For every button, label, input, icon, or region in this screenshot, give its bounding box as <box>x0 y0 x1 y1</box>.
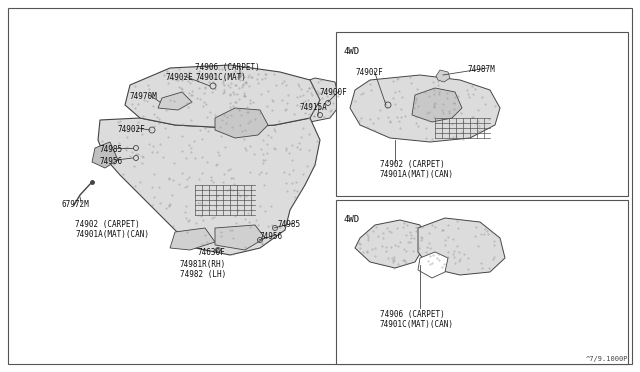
Text: 74915A: 74915A <box>300 103 328 112</box>
Text: 74901A(MAT)(CAN): 74901A(MAT)(CAN) <box>75 230 149 239</box>
Polygon shape <box>418 252 448 278</box>
Text: 74981R(RH): 74981R(RH) <box>180 260 227 269</box>
Polygon shape <box>350 75 500 142</box>
Polygon shape <box>215 108 268 138</box>
Text: 74901A(MAT)(CAN): 74901A(MAT)(CAN) <box>380 170 454 179</box>
Bar <box>336 200 628 364</box>
Polygon shape <box>98 118 320 255</box>
Text: 67972M: 67972M <box>62 200 90 209</box>
Polygon shape <box>436 70 450 82</box>
Text: 74956: 74956 <box>100 157 123 166</box>
Text: 74985: 74985 <box>278 220 301 229</box>
Text: 74906 (CARPET): 74906 (CARPET) <box>380 310 445 319</box>
Text: 74906 (CARPET): 74906 (CARPET) <box>195 63 260 72</box>
Text: 74985: 74985 <box>100 145 123 154</box>
Text: 74970M: 74970M <box>130 92 157 101</box>
Text: 74902E: 74902E <box>165 73 193 82</box>
Polygon shape <box>295 78 340 122</box>
Text: 74902F: 74902F <box>355 68 383 77</box>
Text: 74901C(MAT)(CAN): 74901C(MAT)(CAN) <box>380 320 454 329</box>
Polygon shape <box>355 220 425 268</box>
Polygon shape <box>92 142 118 168</box>
Text: 74901C(MAT): 74901C(MAT) <box>195 73 246 82</box>
Text: 74902F: 74902F <box>118 125 146 134</box>
Text: 74987M: 74987M <box>468 65 496 74</box>
Polygon shape <box>412 88 462 122</box>
Bar <box>336 32 628 196</box>
Text: 74630F: 74630F <box>198 248 226 257</box>
Text: 74900F: 74900F <box>320 88 348 97</box>
Text: 74982 (LH): 74982 (LH) <box>180 270 227 279</box>
Polygon shape <box>158 92 192 110</box>
Polygon shape <box>125 65 320 128</box>
Polygon shape <box>170 70 265 98</box>
Text: 74902 (CARPET): 74902 (CARPET) <box>380 160 445 169</box>
Polygon shape <box>215 225 265 250</box>
Text: 4WD: 4WD <box>344 215 360 224</box>
Text: 74956: 74956 <box>260 232 283 241</box>
Text: 4WD: 4WD <box>344 47 360 56</box>
Text: ^7/9.1000P: ^7/9.1000P <box>586 356 628 362</box>
Text: 74902 (CARPET): 74902 (CARPET) <box>75 220 140 229</box>
Polygon shape <box>418 218 505 275</box>
Polygon shape <box>170 228 215 250</box>
